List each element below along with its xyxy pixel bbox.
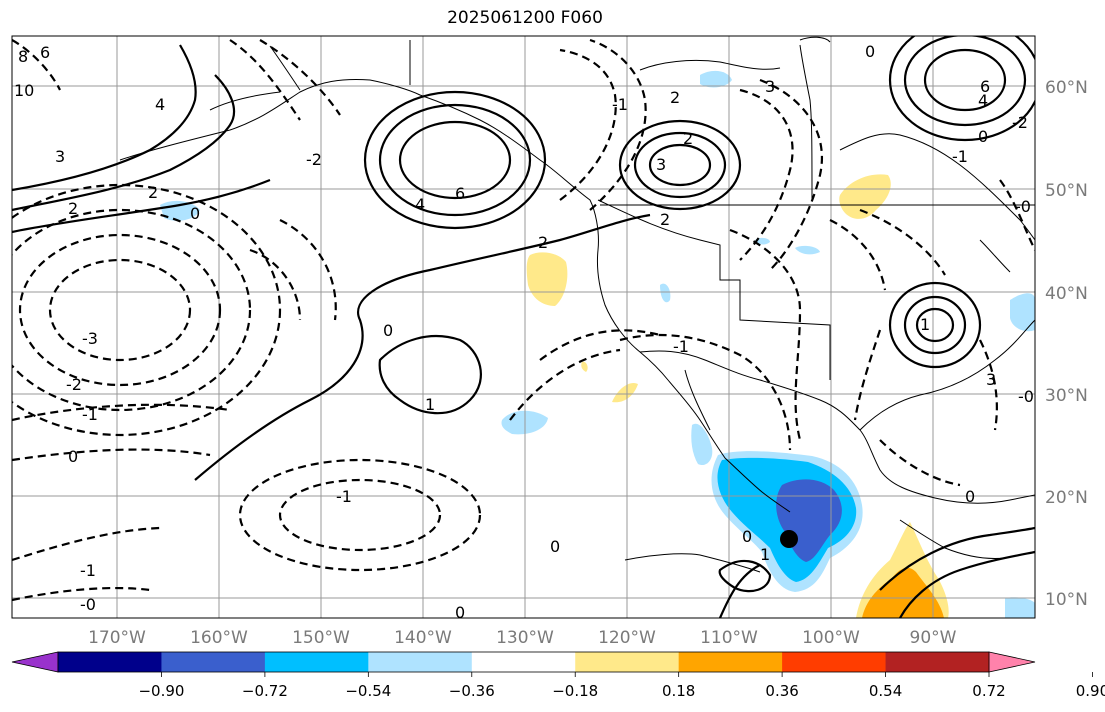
contour-label: 4 [415,195,425,214]
contour-lines-dashed [12,38,1035,602]
contour-label: 6 [980,77,990,96]
contour-label: -1 [80,561,96,580]
colorbar-tick-label: −0.72 [242,682,288,700]
contour-label: 1 [425,395,435,414]
contour-label: -3 [82,329,98,348]
contour-label: 0 [550,537,560,556]
map-title: 2025061200 F060 [447,8,603,28]
lon-label: 150°W [292,628,350,648]
contour-label: 0 [190,204,200,223]
contour-label: 0 [965,487,975,506]
contour-label: 3 [765,77,775,96]
lon-label: 130°W [496,628,554,648]
contour-label: 0 [978,127,988,146]
lon-label: 120°W [598,628,656,648]
lat-label: 10°N [1045,590,1088,610]
colorbar-segments [58,652,990,672]
contour-label: 4 [155,95,165,114]
contour-label: 4 [978,91,988,110]
contour-label: 0 [68,447,78,466]
lat-label: 60°N [1045,78,1088,98]
lon-label: 100°W [802,628,860,648]
longitude-labels: 170°W 160°W 150°W 140°W 130°W 120°W 110°… [88,628,957,648]
lon-label: 90°W [910,628,957,648]
contour-label: -1 [673,337,689,356]
contour-label: 1 [920,315,930,334]
colorbar-segment [575,652,680,672]
lon-label: 140°W [394,628,452,648]
contour-lines [12,36,1035,618]
colorbar-segment [161,652,266,672]
colorbar-tick-label: −0.18 [552,682,598,700]
contour-label: 3 [656,155,666,174]
lon-label: 170°W [88,628,146,648]
colorbar-tick-label: −0.36 [449,682,495,700]
graticule [12,36,1035,618]
contour-label: 1 [760,545,770,564]
colorbar-min-extension [11,651,59,673]
contour-label: -1 [952,147,968,166]
contour-label: 2 [670,88,680,107]
colorbar-outline [57,651,990,673]
colorbar-segment [678,652,783,672]
contour-label: 8 [18,47,28,66]
contour-label: -2 [306,150,322,169]
latitude-labels: 60°N 50°N 40°N 30°N 20°N 10°N [1045,78,1088,610]
map-panel [12,36,1035,618]
lon-label: 110°W [700,628,758,648]
colorbar-tick-label: 0.90 [1076,682,1105,700]
colorbar-segment [782,652,887,672]
colorbar-tick-label: 0.36 [765,682,798,700]
colorbar-segment [471,652,576,672]
contour-label: 2 [148,183,158,202]
contour-label: 2 [538,233,548,252]
contour-label: 2 [683,129,693,148]
lat-label: 20°N [1045,488,1088,508]
colorbar-tick-label: 0.54 [869,682,902,700]
contour-label: 6 [455,184,465,203]
colorbar-max-extension [988,651,1036,673]
lat-label: 30°N [1045,386,1088,406]
contour-label: 3 [986,370,996,389]
contour-label: 2 [660,210,670,229]
lat-label: 40°N [1045,284,1088,304]
lon-label: 160°W [190,628,248,648]
map-frame [11,35,1036,619]
colorbar-tick-label: −0.54 [345,682,391,700]
contour-label: 6 [40,43,50,62]
contour-label: -2 [66,375,82,394]
colorbar-tick-label: −0.90 [138,682,184,700]
contour-label: 2 [68,199,78,218]
colorbar-ticks: −0.90 −0.72 −0.54 −0.36 −0.18 0.18 0.36 0.54 0.7… [138,672,1105,700]
contour-label: 0 [455,603,465,622]
colorbar-segment [264,652,369,672]
colorbar-segment [885,652,990,672]
contour-labels: 6 8 10 4 3 2 2 0 -3 -2 -1 0 -1 -0 1 0 -1… [14,42,1034,622]
contour-label: -1 [82,405,98,424]
colorbar-segment [368,652,473,672]
contour-label: -2 [1012,113,1028,132]
location-marker [780,530,798,548]
colorbar-segment [58,652,162,672]
contour-label: -1 [336,487,352,506]
contour-label: 0 [865,42,875,61]
contour-label: 10 [14,81,34,100]
colorbar-tick-label: 0.72 [972,682,1005,700]
contour-label: -0 [1015,197,1031,216]
colorbar-tick-label: 0.18 [662,682,695,700]
contour-label: 3 [55,147,65,166]
contour-label: -1 [612,95,628,114]
contour-label: -0 [1018,387,1034,406]
colorbar: −0.90 −0.72 −0.54 −0.36 −0.18 0.18 0.36 0.54 0.7… [11,651,1105,700]
lat-label: 50°N [1045,181,1088,201]
contour-label: -0 [80,595,96,614]
contour-label: 0 [383,321,393,340]
contour-label: 0 [742,527,752,546]
